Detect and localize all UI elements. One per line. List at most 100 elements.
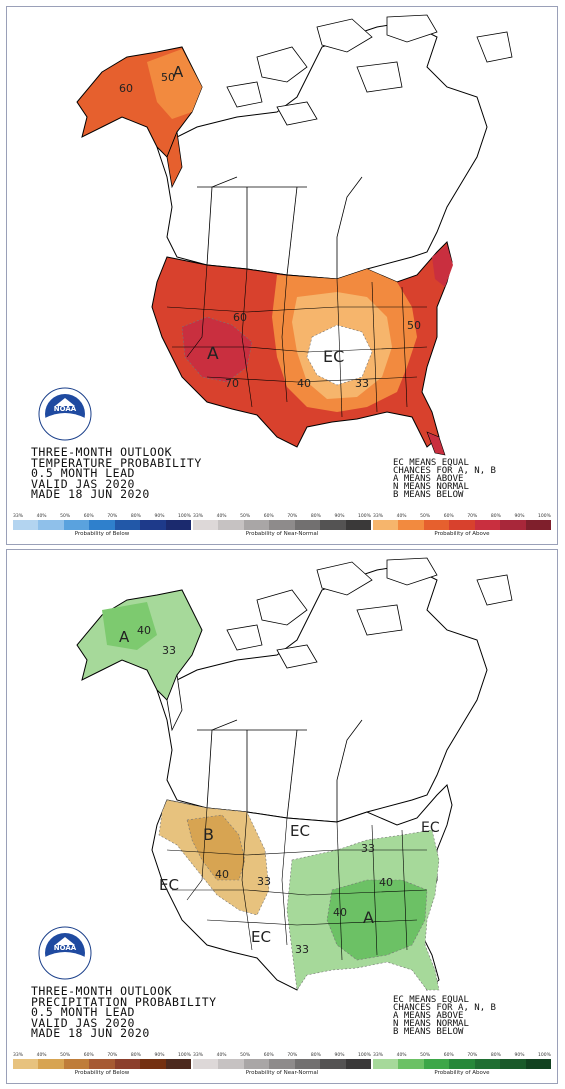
colorbar-tick-label: 100%: [538, 1053, 551, 1058]
colorbar-tick-label: 40%: [396, 1053, 407, 1058]
colorbar-group: 33% 40% 50% 60% 70% 80% 90% 100% Probability of …: [193, 514, 371, 540]
contour-label: 50: [407, 319, 421, 332]
colorbar-tick-label: 50%: [60, 1053, 71, 1058]
colorbar-group: 33% 40% 50% 60% 70% 80% 90% 100% Probability of …: [373, 1053, 551, 1079]
colorbar-swatch: [13, 520, 39, 530]
colorbar-swatch: [474, 1059, 501, 1069]
noaa-logo: NOAA: [38, 926, 92, 980]
arctic-islands: [226, 557, 513, 669]
ec-south-label: EC: [251, 928, 271, 946]
contour-label: 50: [161, 71, 175, 84]
contour-label: 33: [355, 377, 369, 390]
colorbar-tick-label: 90%: [334, 1053, 345, 1058]
colorbar-tick-label: 40%: [216, 514, 227, 519]
state-lines: [166, 264, 428, 418]
stamp-line: THREE-MONTH OUTLOOK: [31, 984, 173, 998]
colorbar-swatch: [140, 520, 166, 530]
colorbar-label: Probability of Below: [74, 1070, 130, 1076]
stamp-line: MADE 18 JUN 2020: [31, 487, 150, 501]
colorbar-swatches: [13, 1059, 191, 1069]
colorbar-swatch: [243, 1059, 270, 1069]
contour-label: 70: [225, 377, 239, 390]
colorbar-ticks: 33% 40% 50% 60% 70% 80% 90% 100%: [13, 514, 191, 520]
colorbar-tick-label: 60%: [263, 1053, 274, 1058]
colorbar-swatch: [373, 1059, 399, 1069]
colorbar-tick-label: 90%: [514, 1053, 525, 1058]
colorbar-tick-label: 90%: [514, 514, 525, 519]
colorbar-ticks: 33% 40% 50% 60% 70% 80% 90% 100%: [13, 1053, 191, 1059]
colorbar-tick-label: 33%: [373, 514, 384, 519]
colorbar-tick-label: 70%: [467, 1053, 478, 1058]
colorbar-tick-label: 50%: [420, 514, 431, 519]
colorbar-swatch: [165, 520, 191, 530]
nw-below-40-area: [186, 814, 246, 881]
contour-label: 33: [361, 842, 375, 855]
new-england-70-area: [432, 245, 453, 287]
colorbar-tick-label: 100%: [358, 1053, 371, 1058]
colorbar-swatch: [114, 1059, 141, 1069]
colorbar-tick-label: 50%: [240, 514, 251, 519]
contour-label: 40: [333, 906, 347, 919]
colorbar-tick-label: 33%: [193, 514, 204, 519]
colorbar-swatch: [449, 520, 475, 530]
colorbar-swatch: [218, 1059, 244, 1069]
note-line: EC MEANS EQUAL: [393, 458, 469, 468]
colorbar-swatch: [423, 520, 450, 530]
colorbar-ticks: 33% 40% 50% 60% 70% 80% 90% 100%: [373, 1053, 551, 1059]
precipitation-colorbar: 33% 40% 50% 60% 70% 80% 90% 100% Probability of …: [13, 1053, 551, 1079]
colorbar-swatch: [13, 1059, 39, 1069]
colorbar-swatch: [218, 520, 244, 530]
contour-label: 33: [295, 943, 309, 956]
colorbar-tick-label: 100%: [358, 514, 371, 519]
colorbar-tick-label: 100%: [538, 514, 551, 519]
ec-ne-label: EC: [421, 820, 440, 836]
colorbar-swatch: [165, 1059, 191, 1069]
colorbar-tick-label: 80%: [490, 1053, 501, 1058]
svg-text:NOAA: NOAA: [54, 405, 77, 413]
colorbar-tick-label: 100%: [178, 1053, 191, 1058]
colorbar-tick-label: 70%: [107, 514, 118, 519]
colorbar-tick-label: 60%: [83, 514, 94, 519]
colorbar-tick-label: 80%: [130, 1053, 141, 1058]
colorbar-swatch: [373, 520, 399, 530]
contour-label: 33: [257, 875, 271, 888]
contour-label: 60: [119, 82, 133, 95]
colorbar-tick-label: 50%: [240, 1053, 251, 1058]
colorbar-group: 33% 40% 50% 60% 70% 80% 90% 100% Probability of …: [193, 1053, 371, 1079]
colorbar-swatch: [114, 520, 141, 530]
colorbar-swatches: [193, 1059, 371, 1069]
colorbar-tick-label: 90%: [334, 514, 345, 519]
colorbar-tick-label: 100%: [178, 514, 191, 519]
se-above-40-area: [326, 879, 428, 961]
note-line: CHANCES FOR A, N, B: [393, 1003, 496, 1013]
contour-label: 40: [297, 377, 311, 390]
colorbar-tick-label: 70%: [287, 514, 298, 519]
stamp-line: VALID JAS 2020: [31, 476, 135, 491]
contour-label: 60: [233, 311, 247, 324]
arctic-islands: [226, 14, 513, 126]
colorbar-label: Probability of Above: [434, 531, 490, 537]
colorbar-group: 33% 40% 50% 60% 70% 80% 90% 100% Probability of …: [373, 514, 551, 540]
colorbar-tick-label: 80%: [490, 514, 501, 519]
florida-tip: [426, 431, 446, 456]
stamp-line: VALID JAS 2020: [31, 1015, 135, 1030]
colorbar-label: Probability of Above: [434, 1070, 490, 1076]
colorbar-swatch: [525, 1059, 551, 1069]
colorbar-swatch: [398, 1059, 424, 1069]
colorbar-ticks: 33% 40% 50% 60% 70% 80% 90% 100%: [193, 514, 371, 520]
colorbar-label: Probability of Near-Normal: [245, 531, 319, 537]
colorbar-tick-label: 40%: [36, 514, 47, 519]
stamp-line: 0.5 MONTH LEAD: [31, 1005, 135, 1019]
colorbar-swatches: [373, 1059, 551, 1069]
stamp-line: 0.5 MONTH LEAD: [31, 466, 135, 480]
colorbar-ticks: 33% 40% 50% 60% 70% 80% 90% 100%: [193, 1053, 371, 1059]
colorbar-tick-label: 60%: [83, 1053, 94, 1058]
svg-text:NOAA: NOAA: [54, 944, 77, 952]
colorbar-swatch: [398, 520, 424, 530]
temperature-colorbar: 33% 40% 50% 60% 70% 80% 90% 100% Probability of …: [13, 514, 551, 540]
colorbar-swatch: [345, 1059, 371, 1069]
colorbar-swatch: [243, 520, 270, 530]
colorbar-swatch: [294, 1059, 321, 1069]
map-stamp: THREE-MONTH OUTLOOK PRECIPITATION PROBABI…: [31, 986, 217, 1039]
colorbar-group: 33% 40% 50% 60% 70% 80% 90% 100% Probability of …: [13, 514, 191, 540]
